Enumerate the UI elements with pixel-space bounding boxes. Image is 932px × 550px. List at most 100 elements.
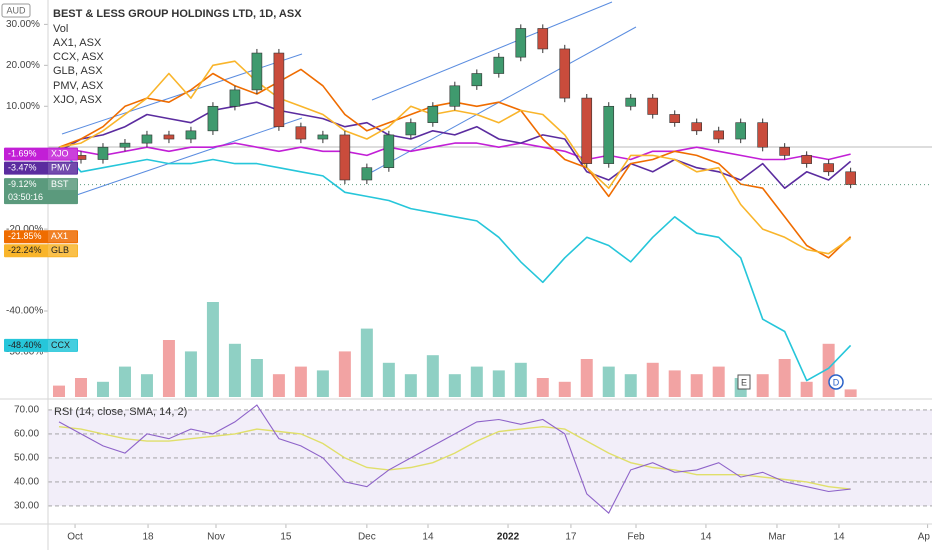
- y-tick-label: 30.00: [14, 501, 39, 512]
- volume-bar: [580, 359, 593, 397]
- ticker-badge: [48, 148, 77, 160]
- volume-bar: [602, 366, 615, 397]
- candle-body: [603, 105, 615, 164]
- volume-bar: [492, 370, 505, 397]
- candle-body: [449, 85, 461, 107]
- y-tick-label: 10.00%: [6, 101, 40, 112]
- candle-body: [207, 105, 219, 132]
- price-badge: [4, 338, 78, 352]
- volume-bar: [800, 381, 813, 397]
- rsi-background: [48, 409, 932, 507]
- currency-box[interactable]: [1, 3, 31, 18]
- badge-countdown: 03:50:16: [8, 192, 43, 202]
- x-tick-label: 18: [142, 532, 154, 543]
- candle-body: [427, 105, 439, 123]
- y-tick-label: 20.00%: [6, 60, 40, 71]
- candle-body: [119, 142, 131, 148]
- volume-bar: [162, 340, 175, 397]
- dividend-marker[interactable]: [828, 374, 844, 390]
- candle-body: [691, 122, 703, 132]
- badge-value: -3.47%: [8, 163, 37, 173]
- rsi-title: RSI (14, close, SMA, 14, 2): [54, 406, 187, 418]
- x-tick-label: Dec: [358, 532, 376, 543]
- badge-name: XJO: [51, 149, 69, 159]
- volume-bar: [184, 351, 197, 397]
- channel-line: [371, 26, 637, 173]
- candle-body: [757, 122, 768, 148]
- volume-bar: [690, 374, 703, 397]
- badge-value: -1.69%: [8, 149, 37, 159]
- volume-bar: [470, 366, 483, 397]
- volume-bar: [52, 385, 65, 397]
- badge-name: PMV: [51, 163, 71, 173]
- x-tick-label: Mar: [768, 532, 786, 543]
- y-tick-label: 30.00%: [6, 19, 40, 30]
- series-line: [58, 60, 852, 255]
- volume-bar: [536, 378, 549, 397]
- candle-body: [273, 52, 285, 128]
- legend-item: XJO, ASX: [53, 94, 103, 106]
- channel-line: [61, 117, 303, 201]
- volume-bar: [360, 328, 373, 397]
- candle-body: [185, 130, 197, 140]
- badge-name: GLB: [51, 245, 69, 255]
- volume-bar: [96, 381, 109, 397]
- candle-body: [581, 97, 593, 164]
- price-badge: [4, 178, 78, 205]
- candle-body: [163, 134, 175, 140]
- x-tick-label: Ap: [918, 532, 931, 543]
- volume-bar: [140, 374, 153, 397]
- x-tick-label: 17: [565, 532, 577, 543]
- candle-body: [801, 155, 812, 164]
- candle-body: [471, 73, 483, 87]
- legend-item: PMV, ASX: [53, 80, 104, 92]
- series-line: [58, 142, 851, 161]
- y-tick-label: 70.00: [14, 405, 39, 416]
- badge-value: -22.24%: [8, 245, 42, 255]
- y-tick-label: 40.00: [14, 477, 39, 488]
- volume-bar: [316, 370, 329, 397]
- legend-item: GLB, ASX: [53, 65, 103, 77]
- badge-value: -9.12%: [8, 179, 37, 189]
- x-tick-label: 14: [833, 532, 845, 543]
- x-tick-label: 14: [700, 532, 712, 543]
- candle-body: [361, 167, 373, 181]
- series-line: [58, 101, 852, 189]
- price-badge: [4, 147, 78, 161]
- candle-body: [251, 52, 263, 91]
- channel-line: [371, 1, 613, 101]
- candle-body: [493, 56, 505, 74]
- ticker-badge: [48, 231, 77, 243]
- earnings-marker[interactable]: [737, 374, 751, 390]
- badge-name: CCX: [51, 340, 70, 350]
- volume-bar: [206, 302, 219, 397]
- y-tick-label: 50.00: [14, 453, 39, 464]
- candle-body: [713, 130, 724, 140]
- candle-body: [317, 134, 329, 140]
- candle-body: [735, 122, 746, 140]
- volume-bar: [646, 362, 659, 397]
- x-tick-label: Feb: [627, 532, 645, 543]
- volume-bar: [228, 343, 241, 397]
- volume-bar: [668, 370, 681, 397]
- candle-body: [625, 97, 637, 107]
- earnings-letter: E: [741, 377, 747, 387]
- candle-body: [823, 163, 834, 173]
- volume-bar: [118, 366, 131, 397]
- candle-body: [779, 146, 790, 156]
- volume-bar: [558, 381, 571, 397]
- volume-bar: [514, 362, 527, 397]
- candle-body: [405, 122, 417, 136]
- x-tick-label: Nov: [207, 532, 225, 543]
- candle-body: [537, 28, 549, 50]
- candle-body: [515, 28, 527, 58]
- volume-bar: [756, 374, 769, 397]
- volume-bar: [250, 359, 263, 397]
- x-tick-label: 15: [280, 532, 292, 543]
- legend-item: CCX, ASX: [53, 51, 104, 63]
- volume-bar: [404, 374, 417, 397]
- badge-value: -21.85%: [8, 231, 42, 241]
- volume-bar: [294, 366, 307, 397]
- series-line: [58, 146, 852, 382]
